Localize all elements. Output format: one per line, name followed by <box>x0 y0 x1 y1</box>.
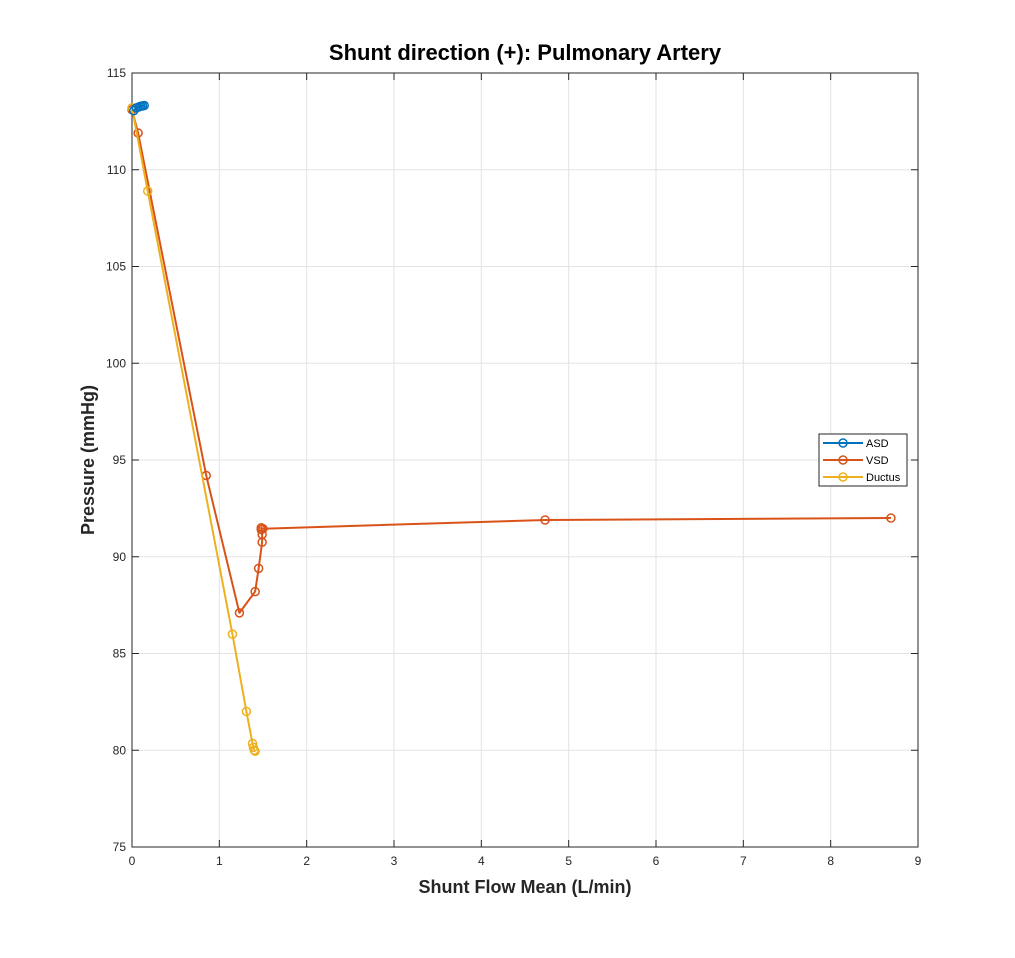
data-point <box>886 513 896 523</box>
data-point <box>258 523 268 534</box>
series-asd <box>128 100 149 116</box>
data-point <box>234 608 245 618</box>
legend-item-asd: ASD <box>823 438 889 450</box>
data-point <box>249 745 260 755</box>
x-tick-label: 0 <box>129 854 136 868</box>
legend: ASD VSD Ductus <box>818 433 908 487</box>
series-line <box>131 107 256 752</box>
data-point <box>142 186 153 196</box>
legend-item-vsd: VSD <box>823 455 889 467</box>
legend-label: ASD <box>866 438 889 450</box>
y-axis-label: Pressure (mmHg) <box>78 385 98 535</box>
x-tick-label: 2 <box>303 854 310 868</box>
x-tick-label: 7 <box>740 854 747 868</box>
legend-marker <box>838 438 848 448</box>
series-layer <box>127 100 896 756</box>
y-tick-label: 80 <box>113 743 127 757</box>
chart-title: Shunt direction (+): Pulmonary Artery <box>329 40 722 65</box>
series-ductus <box>127 103 260 756</box>
legend-marker <box>838 472 848 482</box>
series-line <box>131 109 891 614</box>
data-point <box>139 100 149 111</box>
data-point <box>250 586 260 597</box>
x-tick-label: 3 <box>391 854 398 868</box>
y-tick-label: 105 <box>106 260 126 274</box>
legend-item-ductus: Ductus <box>823 472 901 484</box>
data-point <box>241 706 252 717</box>
legend-label: Ductus <box>866 472 901 484</box>
data-point <box>253 563 264 574</box>
y-tick-label: 90 <box>113 550 127 564</box>
data-point <box>227 629 238 639</box>
x-tick-label: 6 <box>653 854 660 868</box>
data-point <box>257 529 267 540</box>
x-tick-label: 4 <box>478 854 485 868</box>
y-tick-label: 100 <box>106 356 126 370</box>
x-axis-label: Shunt Flow Mean (L/min) <box>419 877 632 897</box>
y-tick-label: 115 <box>107 66 126 80</box>
y-tick-label: 75 <box>113 840 127 854</box>
y-tick-label: 110 <box>107 163 126 177</box>
y-tick-label: 85 <box>113 647 127 661</box>
legend-label: VSD <box>866 455 889 467</box>
x-tick-label: 9 <box>915 854 922 868</box>
axis-ticks: 0 1 2 3 4 5 6 7 8 9 75 80 85 90 95 100 105 110 115 <box>106 66 922 868</box>
x-tick-label: 1 <box>216 854 223 868</box>
data-point <box>540 515 550 525</box>
legend-marker <box>838 455 848 465</box>
x-tick-label: 5 <box>565 854 572 868</box>
y-tick-label: 95 <box>113 453 127 467</box>
x-tick-label: 8 <box>827 854 834 868</box>
data-point <box>250 746 260 756</box>
